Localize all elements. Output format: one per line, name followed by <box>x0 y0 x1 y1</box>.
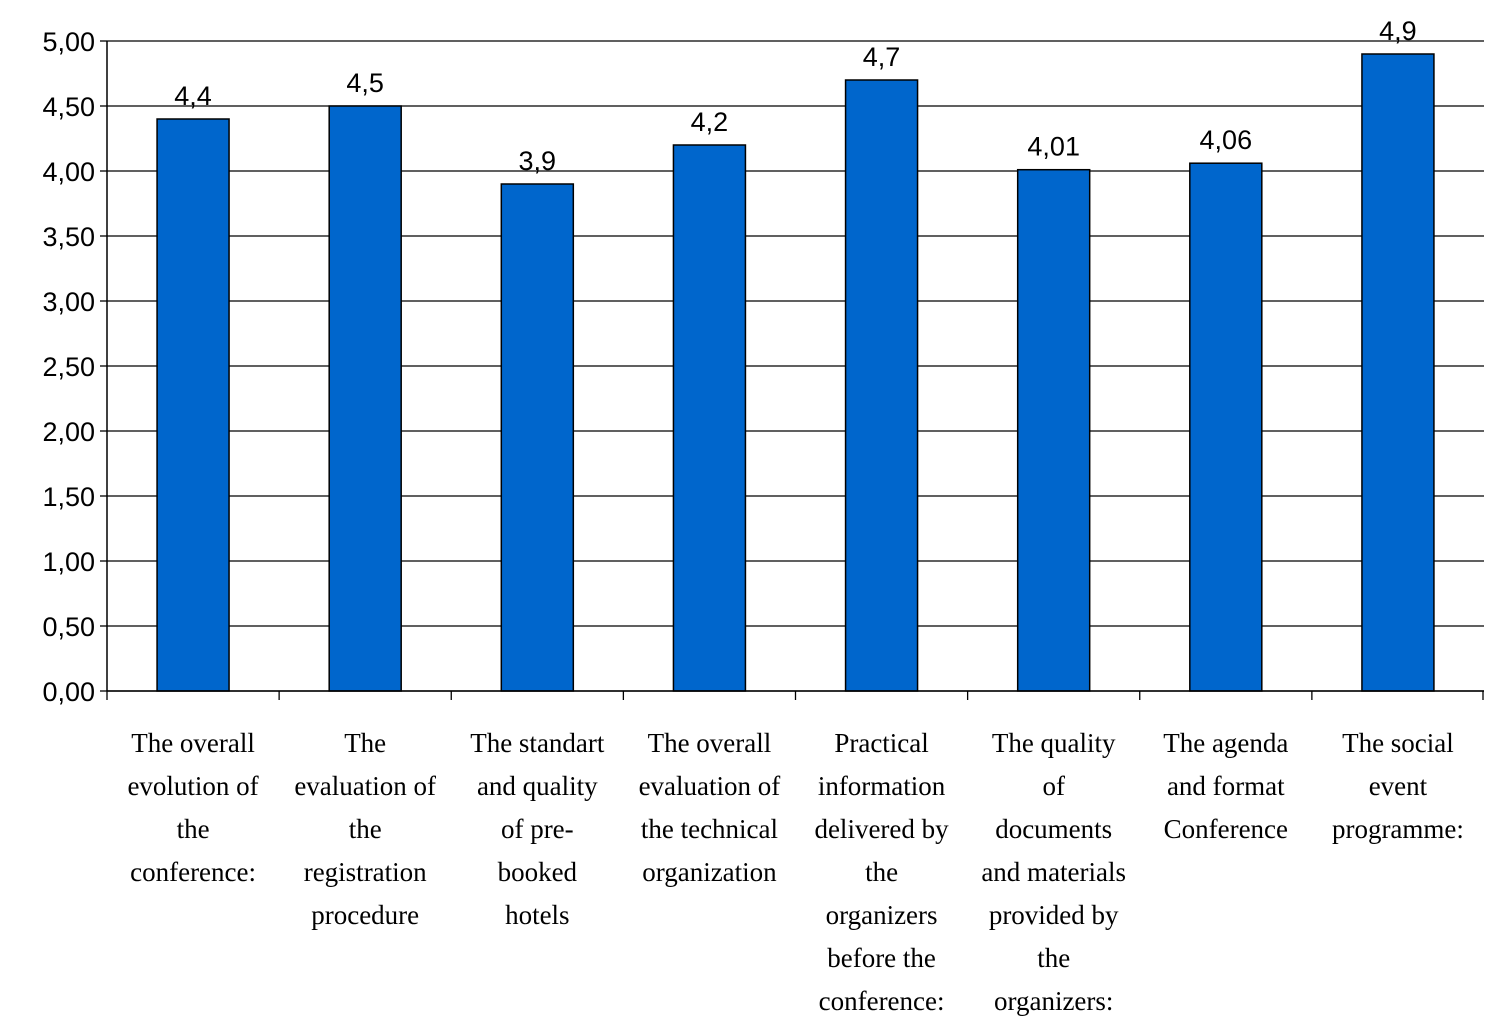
x-tick-label-line: the <box>348 814 382 844</box>
y-tick-label: 5,00 <box>42 27 95 57</box>
x-tick-label-line: before the <box>827 943 936 973</box>
bars <box>156 53 1435 692</box>
x-tick-label-line: the technical <box>640 814 779 844</box>
x-tick-label: The standart and quality of pre-booked hote… <box>453 722 621 937</box>
x-tick-label-line: Conference <box>1163 814 1289 844</box>
data-label: 3,9 <box>519 146 557 176</box>
axes <box>100 40 1484 700</box>
labels: 0,00 0,50 1,00 1,50 2,00 2,50 3,00 3,50 4,00 4,50… <box>42 16 1416 707</box>
bar <box>328 105 402 692</box>
x-tick-label-line: registration <box>303 857 427 887</box>
y-tick-label: 4,00 <box>42 157 95 187</box>
x-tick-label-line: booked <box>497 857 578 887</box>
x-tick-label-line: The agenda <box>1163 728 1289 758</box>
data-label: 4,06 <box>1200 125 1253 155</box>
x-tick-label-line: the <box>1037 943 1071 973</box>
gridlines <box>107 40 1484 692</box>
x-tick-label-line: The social <box>1342 728 1454 758</box>
x-tick-label: The agenda and format Conference <box>1142 722 1310 851</box>
x-tick-label-line: programme: <box>1331 814 1464 844</box>
x-tick-label-line: organizers: <box>993 986 1114 1016</box>
data-label: 4,01 <box>1027 132 1080 162</box>
x-tick-label-line: conference: <box>818 986 945 1016</box>
x-tick-label-line: of pre- <box>500 814 574 844</box>
bar <box>1361 53 1435 692</box>
x-tick-label: The overall evolution of the conference: <box>109 722 277 894</box>
bar <box>672 144 747 692</box>
x-tick-label-line: documents <box>995 814 1113 844</box>
x-tick-label-line: The overall <box>131 728 255 758</box>
x-tick-label: Practical information delivered by the organ… <box>798 722 966 1023</box>
bar <box>1016 168 1091 692</box>
x-tick-label-line: The overall <box>647 728 772 758</box>
x-tick-label: The social event programme: <box>1314 722 1482 851</box>
x-tick-label-line: organizers <box>825 900 938 930</box>
x-tick-label-line: evaluation of <box>294 771 437 801</box>
bar <box>500 183 575 692</box>
y-tick-label: 3,50 <box>42 222 95 252</box>
x-tick-label-line: procedure <box>311 900 420 930</box>
y-tick-label: 2,00 <box>42 417 95 447</box>
x-tick-label-line: The quality <box>991 728 1116 758</box>
x-tick-label-line: delivered by <box>814 814 949 844</box>
x-tick-label-line: event <box>1368 771 1428 801</box>
x-tick-label-line: Practical <box>834 728 929 758</box>
y-tick-label: 4,50 <box>42 92 95 122</box>
x-tick-label: The quality of documents and materials provi… <box>970 722 1138 1023</box>
data-label: 4,5 <box>346 68 384 98</box>
x-tick-label-line: organization <box>642 857 777 887</box>
y-tick-label: 1,50 <box>42 482 95 512</box>
x-tick-label-line: and quality <box>476 771 598 801</box>
x-tick-label-line: of <box>1042 771 1065 801</box>
x-tick-label: The evaluation of the registration procedure <box>281 722 449 937</box>
y-tick-label: 1,00 <box>42 547 95 577</box>
x-tick-label: The overall evaluation of the technical org… <box>625 722 793 894</box>
data-label: 4,9 <box>1379 16 1417 46</box>
x-tick-label-line: and format <box>1166 771 1285 801</box>
x-tick-label-line: evaluation of <box>638 771 781 801</box>
data-label: 4,7 <box>863 42 901 72</box>
x-tick-label-line: the <box>865 857 899 887</box>
y-tick-label: 2,50 <box>42 352 95 382</box>
data-label: 4,2 <box>691 107 729 137</box>
y-tick-label: 0,00 <box>42 677 95 707</box>
x-tick-label-line: evolution of <box>127 771 259 801</box>
y-tick-label: 0,50 <box>42 612 95 642</box>
bar <box>156 118 230 692</box>
x-tick-label-line: The standart <box>470 728 605 758</box>
x-tick-label-line: hotels <box>505 900 570 930</box>
bar <box>844 79 919 692</box>
bar <box>1189 162 1263 692</box>
data-label: 4,4 <box>174 81 212 111</box>
x-tick-label-line: conference: <box>130 857 257 887</box>
y-tick-label: 3,00 <box>42 287 95 317</box>
x-tick-label-line: provided by <box>988 900 1119 930</box>
x-tick-label-line: The <box>344 728 387 758</box>
x-tick-label-line: and materials <box>981 857 1127 887</box>
x-tick-label-line: the <box>176 814 210 844</box>
x-tick-label-line: information <box>817 771 946 801</box>
